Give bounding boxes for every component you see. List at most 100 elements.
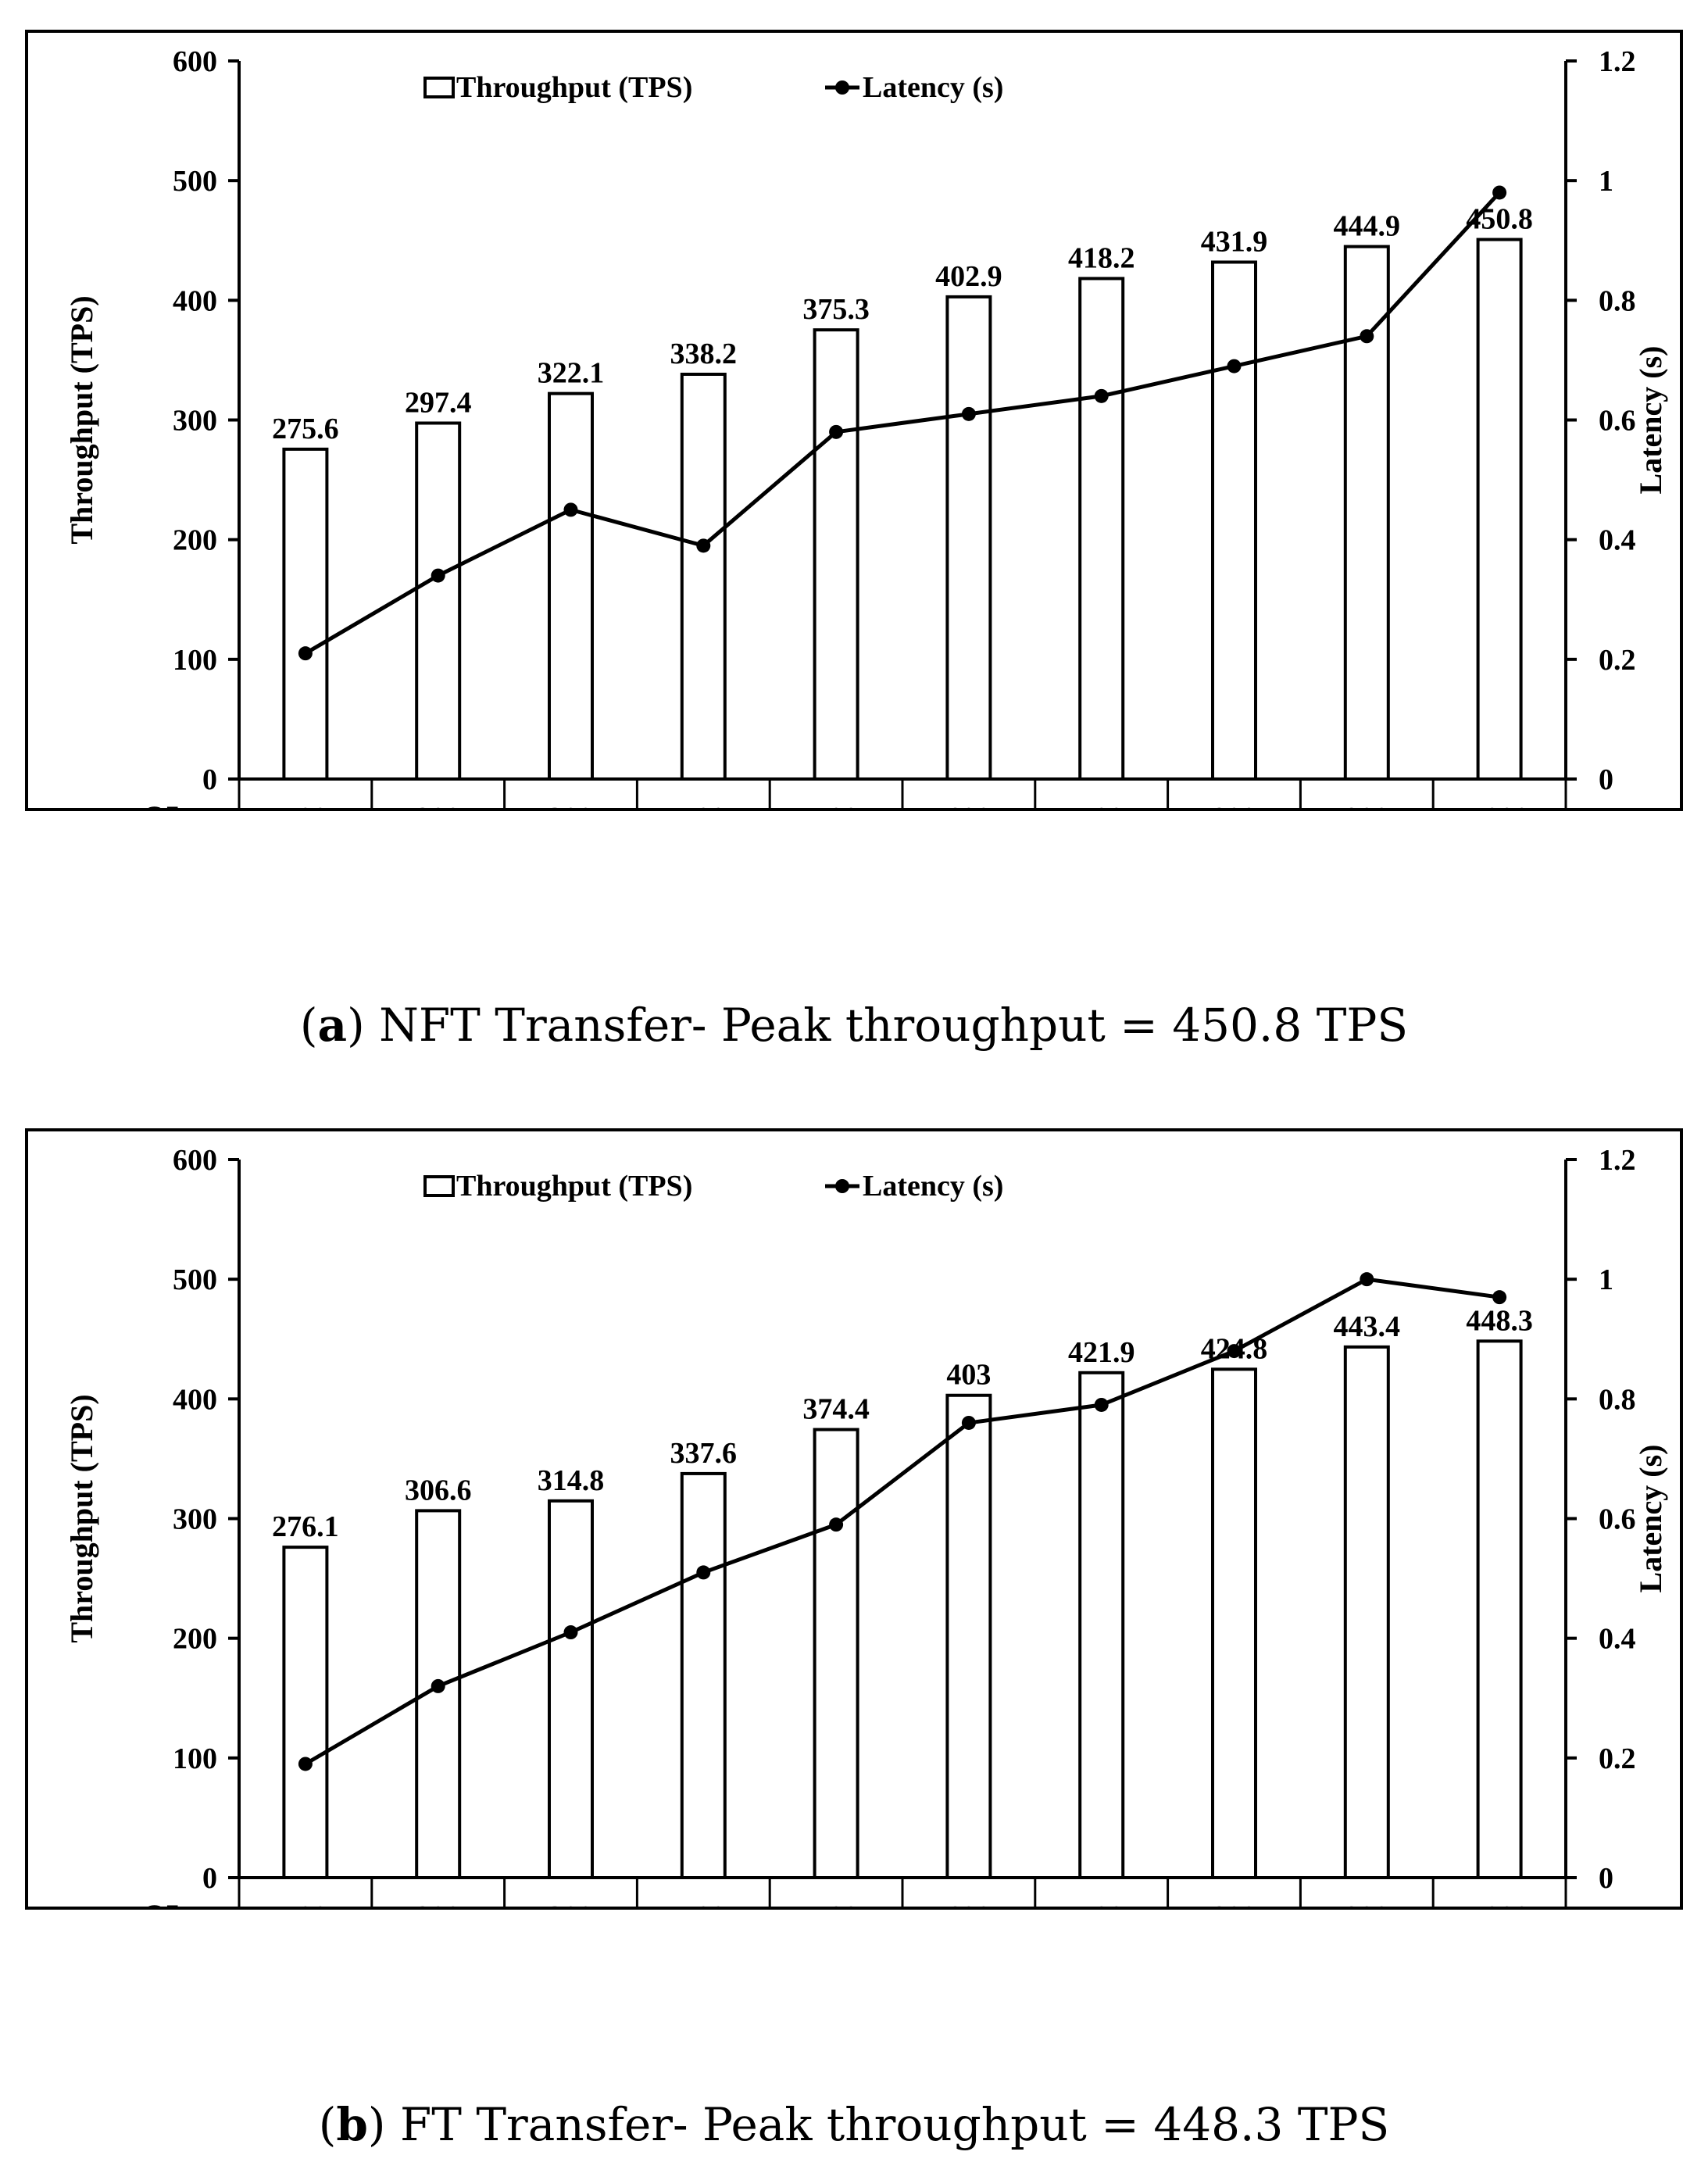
panel-b-latency-point (696, 1565, 711, 1580)
panel-a-y2-axis-title: Latency (s) (1633, 346, 1668, 495)
panel-a-latency-point (1227, 359, 1242, 373)
panel-a-ql-value: 500 (814, 802, 859, 808)
panel-b-bar-label: 374.4 (802, 1393, 870, 1426)
panel-a-bar (282, 447, 329, 781)
panel-a-ql-value: 300 (548, 802, 593, 808)
panel-b-latency-point (1227, 1344, 1242, 1359)
panel-a-bar (945, 295, 992, 781)
panel-b-bar-label: 314.8 (538, 1464, 605, 1497)
panel-b-ql-value: 800 (1212, 1900, 1256, 1907)
panel-a-latency-line (304, 191, 1501, 656)
panel-b-ql-value: 200 (416, 1900, 460, 1907)
panel-b-latency-point (431, 1678, 445, 1693)
panel-a-bar-label: 418.2 (1068, 241, 1135, 274)
panel-a-bar (415, 421, 462, 781)
panel-a-bar (1078, 277, 1125, 781)
panel-a-ql-value: 700 (1079, 802, 1124, 808)
panel-a-bar (548, 391, 594, 781)
panel-b-left-tick-label: 0 (202, 1862, 217, 1895)
panel-b-bar-label: 337.6 (670, 1437, 738, 1470)
panel-b-left-tick-label: 400 (173, 1383, 217, 1416)
panel-a-bar (1476, 238, 1523, 781)
panel-a-right-tick-label: 0.8 (1599, 284, 1636, 317)
panel-b-legend-bar-swatch (423, 1175, 455, 1197)
panel-a-bar-label: 275.6 (272, 413, 339, 445)
panel-a-latency-point (696, 538, 711, 553)
panel-b-bar (945, 1393, 992, 1879)
panel-b-bar (282, 1546, 329, 1879)
panel-a-left-tick-label: 300 (173, 405, 217, 438)
panel-a-right-tick-label: 0.6 (1599, 405, 1636, 438)
panel-a-bar-label: 338.2 (670, 338, 738, 370)
panel-a-y-axis-title: Throughput (TPS) (64, 295, 99, 544)
panel-a-ql-value: 100 (283, 802, 327, 808)
panel-a-bar (1343, 245, 1390, 781)
panel-a-right-tick-label: 0.4 (1599, 524, 1636, 557)
panel-b-latency-point (961, 1415, 976, 1430)
panel-b-bar-label: 421.9 (1068, 1336, 1135, 1369)
panel-b-bar-label: 276.1 (272, 1510, 339, 1543)
panel-a-left-tick-label: 200 (173, 524, 217, 557)
panel-a-latency-point (431, 568, 445, 583)
panel-b-latency-point (563, 1625, 578, 1640)
panel-b-left-tick-label: 500 (173, 1263, 217, 1296)
panel-b-left-tick-label: 200 (173, 1623, 217, 1656)
panel-a-right-tick-label: 0.2 (1599, 644, 1636, 677)
panel-a-ql-value: 200 (416, 802, 460, 808)
panel-b-left-tick-label: 300 (173, 1503, 217, 1536)
panel-a-right-tick-label: 1 (1599, 165, 1613, 198)
panel-b-bar-label: 448.3 (1466, 1304, 1533, 1337)
chart-svg-b: 0 100 200 300 400 500 600 0 0.2 0.4 0.6 0.8 1 1.2 Thro… (64, 1144, 1668, 1907)
panel-a-bar-label: 322.1 (538, 357, 605, 390)
caption-a-label: a (317, 999, 348, 1052)
panel-b-right-tick-label: 0.4 (1599, 1623, 1636, 1656)
panel-b-left-tick-label: 100 (173, 1742, 217, 1775)
panel-b-legend-line-label: Latency (s) (863, 1170, 1003, 1203)
panel-a-bar (680, 372, 727, 781)
panel-b-right-tick-label: 1.2 (1599, 1144, 1636, 1177)
panel-a-legend-line-marker (835, 80, 849, 95)
chart-panel-a: 0 100 200 300 400 500 600 0 0.2 0.4 0.6 0.8 1 1.2 Thro… (25, 30, 1683, 811)
panel-b-ql-value: 1000 (1470, 1900, 1529, 1907)
panel-a-ql-value: 400 (681, 802, 726, 808)
panel-a-bar-label: 297.4 (405, 386, 472, 419)
panel-b-bar (1476, 1339, 1523, 1879)
panel-b-ql-value: 400 (681, 1900, 726, 1907)
panel-a-latency-point (1094, 388, 1109, 403)
panel-a-ql-row-label: QL (142, 799, 188, 808)
panel-a-latency-point (961, 406, 976, 421)
panel-a-left-tick-label: 600 (173, 45, 217, 78)
panel-b-bar-label: 403 (946, 1359, 991, 1392)
panel-b-right-tick-label: 0.6 (1599, 1503, 1636, 1536)
panel-a-bar-label: 444.9 (1334, 210, 1401, 243)
panel-b-y-axis-title: Throughput (TPS) (64, 1394, 99, 1642)
panel-b-legend-bar-label: Throughput (TPS) (456, 1170, 692, 1203)
panel-b-latency-line (304, 1277, 1500, 1766)
panel-b-right-tick-label: 0.2 (1599, 1742, 1636, 1775)
panel-b-right-tick-label: 1 (1599, 1263, 1613, 1296)
panel-b-latency-point (1492, 1290, 1507, 1305)
panel-a-latency-point (1492, 185, 1507, 200)
panel-b-bar (1343, 1345, 1390, 1879)
panel-a-legend-line-label: Latency (s) (863, 71, 1003, 104)
panel-b-y2-axis-title: Latency (s) (1633, 1445, 1668, 1593)
panel-b-bar (813, 1428, 859, 1879)
panel-b-left-tick-label: 600 (173, 1144, 217, 1177)
panel-b-ql-value: 500 (814, 1900, 859, 1907)
panel-b-latency-point (298, 1757, 313, 1771)
panel-a-latency-point (1360, 329, 1374, 344)
panel-a-legend-bar-label: Throughput (TPS) (456, 71, 692, 104)
panel-b-ql-row-label: QL (142, 1898, 188, 1907)
panel-b-bar (1078, 1371, 1125, 1879)
panel-b-right-tick-label: 0 (1599, 1862, 1613, 1895)
panel-a-bar-label: 375.3 (802, 293, 870, 326)
panel-a-bar-label: 431.9 (1201, 225, 1268, 258)
panel-b-latency-point (1360, 1272, 1374, 1287)
caption-b-label: b (336, 2098, 368, 2151)
panel-b-ql-value: 600 (946, 1900, 991, 1907)
panel-b-bar (680, 1471, 727, 1879)
panel-a-bar (1211, 260, 1257, 781)
chart-svg-a: 0 100 200 300 400 500 600 0 0.2 0.4 0.6 0.8 1 1.2 Thro… (64, 45, 1668, 808)
panel-a-bar (813, 328, 859, 781)
panel-b-ql-value: 900 (1345, 1900, 1389, 1907)
